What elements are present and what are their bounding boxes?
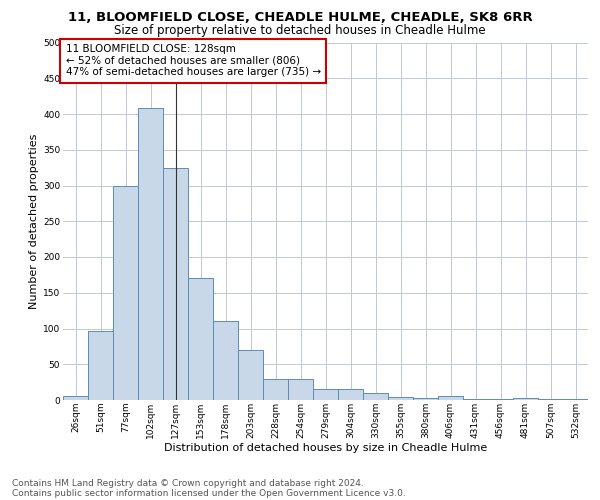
Bar xyxy=(213,322,238,400)
Bar xyxy=(163,168,188,400)
Text: 11 BLOOMFIELD CLOSE: 128sqm
← 52% of detached houses are smaller (806)
47% of se: 11 BLOOMFIELD CLOSE: 128sqm ← 52% of det… xyxy=(65,44,321,78)
Bar xyxy=(513,398,538,400)
Text: Contains HM Land Registry data © Crown copyright and database right 2024.: Contains HM Land Registry data © Crown c… xyxy=(12,478,364,488)
Bar xyxy=(363,393,388,400)
Bar xyxy=(238,350,263,400)
Bar xyxy=(263,378,288,400)
Bar xyxy=(313,388,338,400)
Text: Size of property relative to detached houses in Cheadle Hulme: Size of property relative to detached ho… xyxy=(114,24,486,37)
Bar xyxy=(288,378,313,400)
Bar xyxy=(338,390,363,400)
Bar xyxy=(63,396,88,400)
Bar xyxy=(188,278,213,400)
Text: Contains public sector information licensed under the Open Government Licence v3: Contains public sector information licen… xyxy=(12,488,406,498)
Bar xyxy=(413,398,438,400)
Bar xyxy=(438,396,463,400)
Bar xyxy=(388,397,413,400)
Bar xyxy=(138,108,163,400)
Y-axis label: Number of detached properties: Number of detached properties xyxy=(29,134,39,309)
Bar xyxy=(88,330,113,400)
X-axis label: Distribution of detached houses by size in Cheadle Hulme: Distribution of detached houses by size … xyxy=(164,444,487,454)
Bar xyxy=(113,186,138,400)
Text: 11, BLOOMFIELD CLOSE, CHEADLE HULME, CHEADLE, SK8 6RR: 11, BLOOMFIELD CLOSE, CHEADLE HULME, CHE… xyxy=(68,11,532,24)
